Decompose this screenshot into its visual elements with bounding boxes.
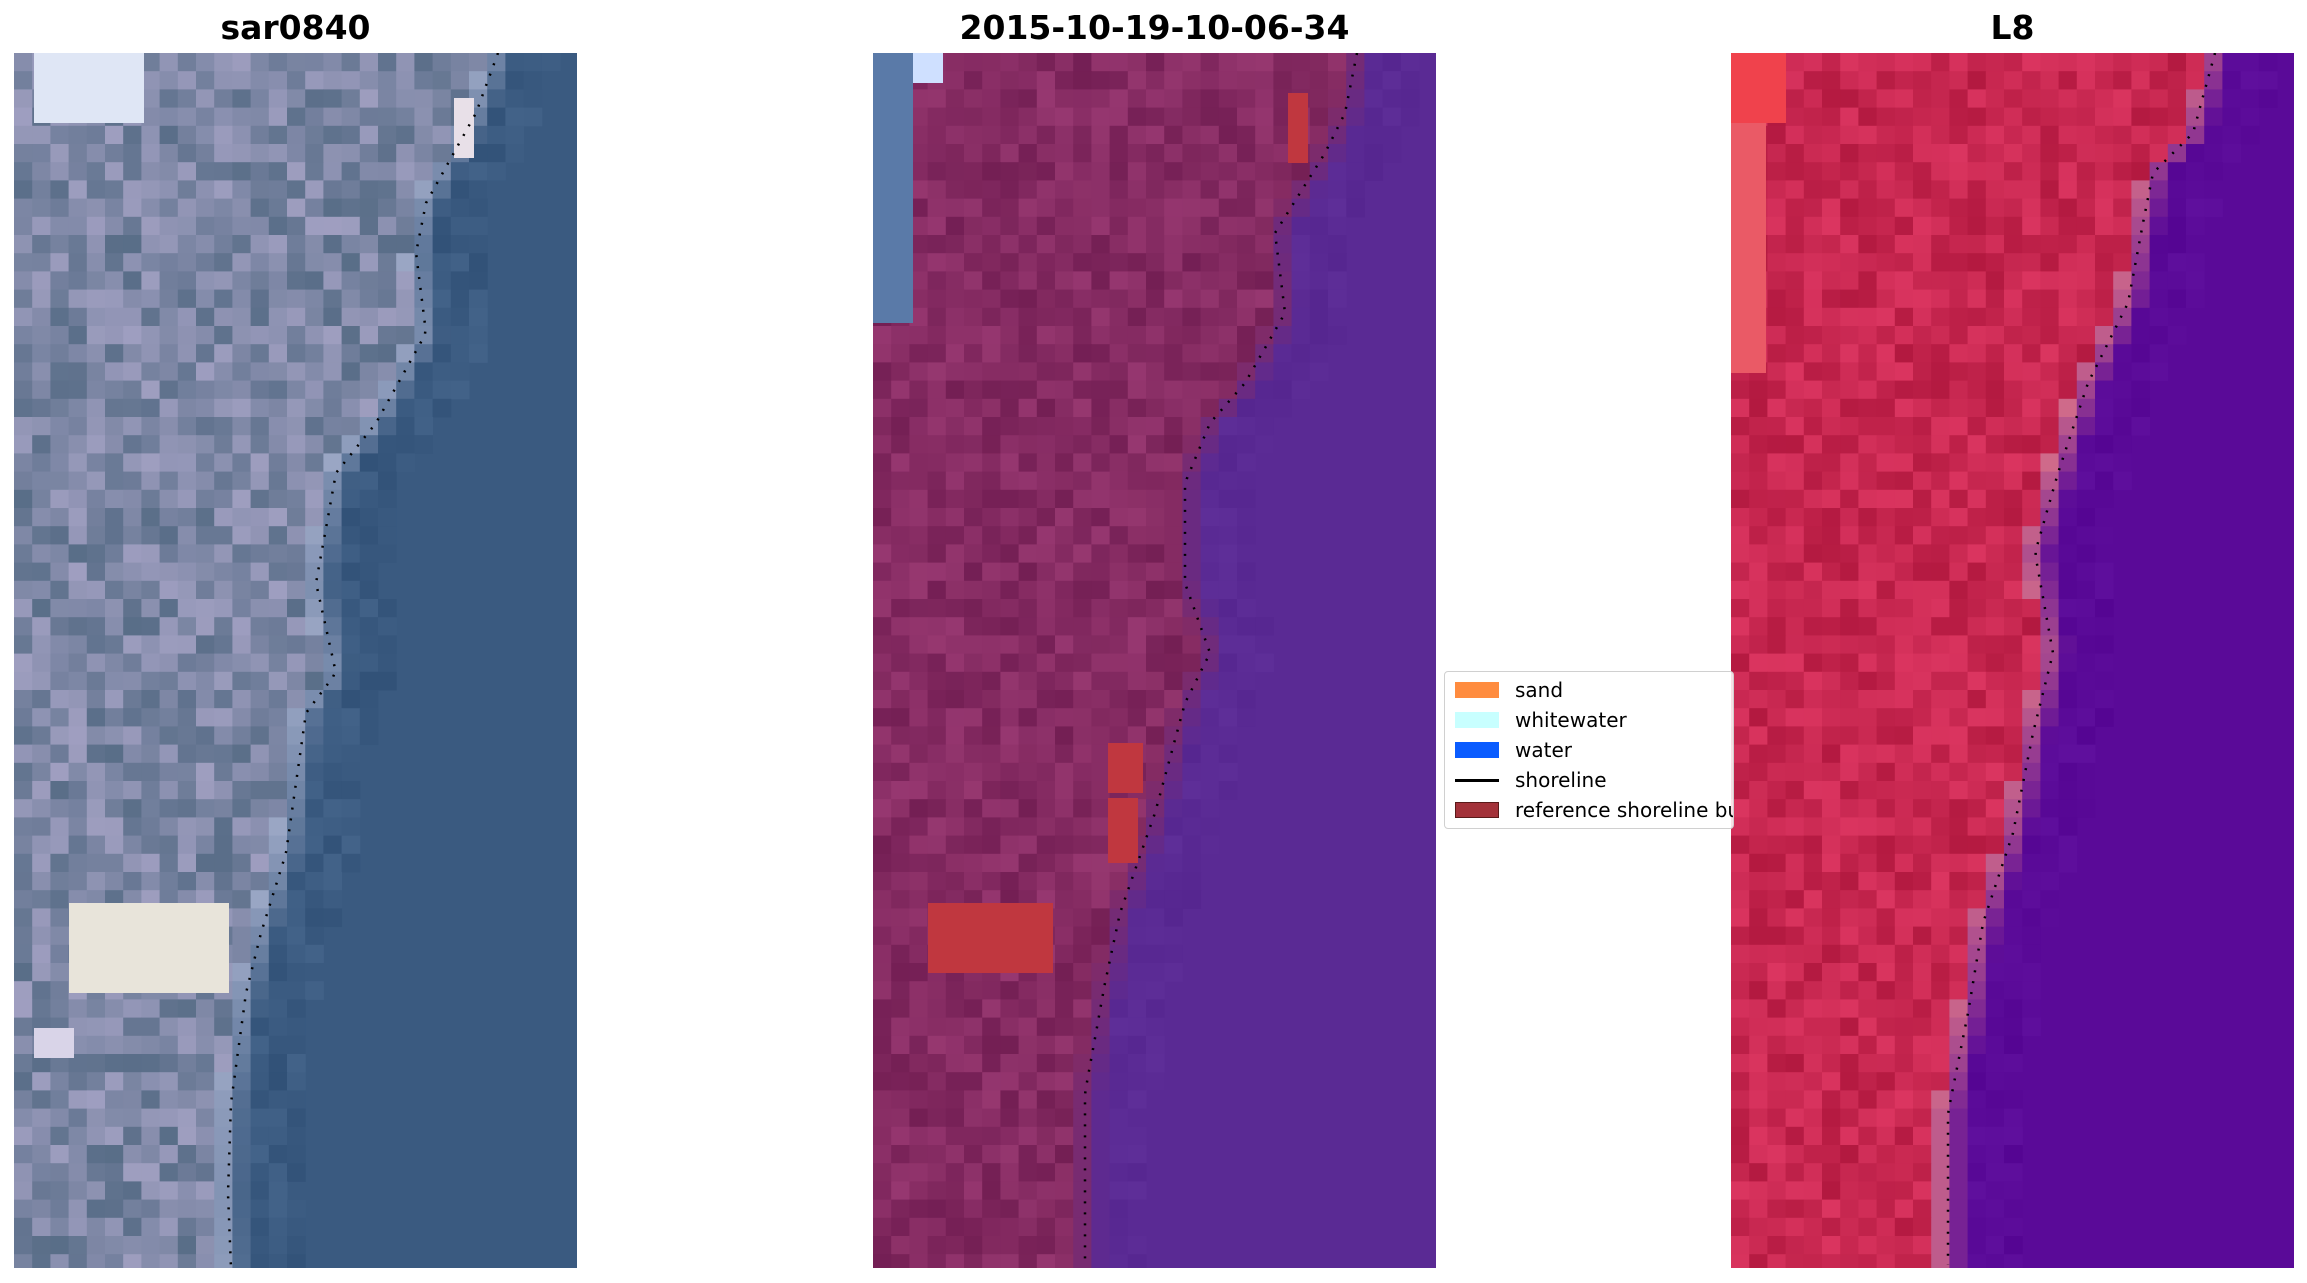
unclassified-patch bbox=[873, 53, 913, 323]
reference-buffer-patch bbox=[928, 903, 1053, 973]
legend-item-whitewater: whitewater bbox=[1455, 706, 1627, 734]
reference-buffer-patch bbox=[1108, 743, 1143, 793]
legend-label-whitewater: whitewater bbox=[1515, 708, 1627, 732]
image-panel-falsecolor bbox=[1731, 53, 2294, 1268]
image-panel-classified bbox=[873, 53, 1436, 1268]
shoreline-dotted-line bbox=[1083, 53, 1359, 1265]
reference-buffer-swatch bbox=[1455, 802, 1499, 818]
sand-swatch bbox=[1455, 682, 1499, 698]
legend-item-sand: sand bbox=[1455, 676, 1563, 704]
whitewater-swatch bbox=[1455, 712, 1499, 728]
legend-label-sand: sand bbox=[1515, 678, 1564, 702]
shoreline-line-swatch bbox=[1455, 778, 1499, 782]
legend-item-water: water bbox=[1455, 736, 1572, 764]
reference-buffer-patch bbox=[1108, 798, 1138, 863]
water-swatch bbox=[1455, 742, 1499, 758]
bright-red-patch bbox=[1731, 123, 1766, 373]
classified-image bbox=[873, 53, 1436, 1268]
whitewater-patch bbox=[913, 53, 943, 83]
reference-buffer-patch bbox=[1288, 93, 1308, 163]
bright-building-patch bbox=[454, 98, 474, 158]
legend: sand whitewater water shoreline referenc… bbox=[1444, 671, 1734, 829]
rgb-satellite-image bbox=[14, 53, 577, 1268]
falsecolor-image bbox=[1731, 53, 2294, 1268]
bright-building-patch bbox=[34, 53, 144, 123]
legend-item-reference-buffer: reference shoreline buffer bbox=[1455, 796, 1733, 824]
panel-title-classified: 2015-10-19-10-06-34 bbox=[959, 8, 1350, 47]
bright-red-patch bbox=[1731, 53, 1786, 123]
panel-title-rgb: sar0840 bbox=[220, 8, 371, 47]
bright-building-patch bbox=[34, 1028, 74, 1058]
legend-label-shoreline: shoreline bbox=[1515, 768, 1607, 792]
legend-item-shoreline: shoreline bbox=[1455, 766, 1607, 794]
panel-title-falsecolor: L8 bbox=[1990, 8, 2035, 47]
bright-building-patch bbox=[69, 903, 229, 993]
image-panel-rgb bbox=[14, 53, 577, 1268]
legend-label-reference-buffer: reference shoreline buffer bbox=[1515, 798, 1733, 822]
legend-label-water: water bbox=[1515, 738, 1572, 762]
